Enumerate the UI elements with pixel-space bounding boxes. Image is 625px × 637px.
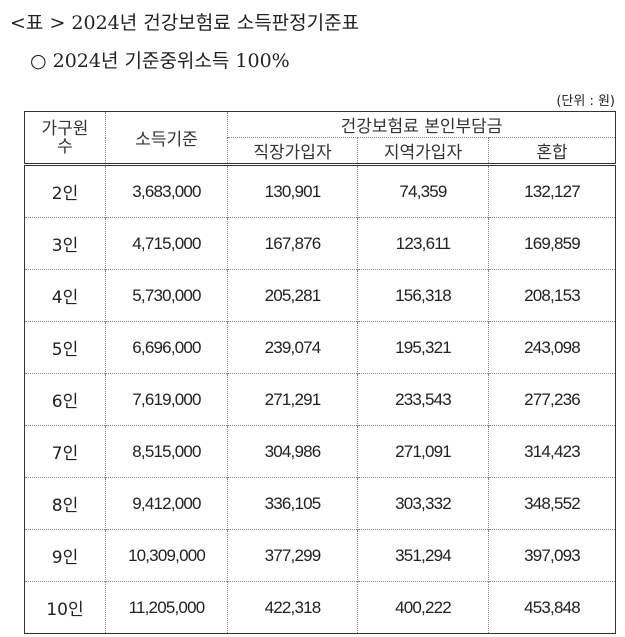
document-title: <표 > 2024년 건강보험료 소득판정기준표 xyxy=(10,12,360,34)
table-row: 9인 10,309,000 377,299 351,294 397,093 xyxy=(24,529,616,582)
regional-cell: 156,318 xyxy=(357,269,489,322)
table-row: 7인 8,515,000 304,986 271,091 314,423 xyxy=(24,425,616,478)
household-size-cell: 10인 xyxy=(24,581,106,634)
table-row: 8인 9,412,000 336,105 303,332 348,552 xyxy=(24,477,616,530)
regional-cell: 351,294 xyxy=(357,529,489,582)
regional-cell: 271,091 xyxy=(357,425,489,478)
regional-cell: 195,321 xyxy=(357,321,489,374)
household-size-cell: 8인 xyxy=(24,477,106,530)
mixed-cell: 277,236 xyxy=(487,373,616,426)
employee-cell: 271,291 xyxy=(227,373,358,426)
household-size-cell: 5인 xyxy=(24,321,106,374)
regional-cell: 123,611 xyxy=(357,217,489,270)
employee-cell: 167,876 xyxy=(227,217,358,270)
table-row: 4인 5,730,000 205,281 156,318 208,153 xyxy=(24,269,616,322)
income-cell: 6,696,000 xyxy=(105,321,228,374)
unit-label: (단위 : 원) xyxy=(556,94,615,109)
household-size-cell: 6인 xyxy=(24,373,106,426)
mixed-cell: 453,848 xyxy=(487,581,616,634)
mixed-cell: 132,127 xyxy=(487,164,616,218)
regional-cell: 303,332 xyxy=(357,477,489,530)
mixed-cell: 208,153 xyxy=(487,269,616,322)
income-cell: 3,683,000 xyxy=(105,164,228,218)
employee-cell: 130,901 xyxy=(227,164,358,218)
employee-cell: 205,281 xyxy=(227,269,358,322)
subtitle: ○ 2024년 기준중위소득 100% xyxy=(30,50,290,72)
header-regional: 지역가입자 xyxy=(357,137,489,166)
mixed-cell: 243,098 xyxy=(487,321,616,374)
income-cell: 4,715,000 xyxy=(105,217,228,270)
mixed-cell: 397,093 xyxy=(487,529,616,582)
table-row: 5인 6,696,000 239,074 195,321 243,098 xyxy=(24,321,616,374)
table-row: 3인 4,715,000 167,876 123,611 169,859 xyxy=(24,217,616,270)
mixed-cell: 314,423 xyxy=(487,425,616,478)
regional-cell: 400,222 xyxy=(357,581,489,634)
household-size-cell: 3인 xyxy=(24,217,106,270)
employee-cell: 422,318 xyxy=(227,581,358,634)
household-size-cell: 4인 xyxy=(24,269,106,322)
header-mixed: 혼합 xyxy=(487,137,616,166)
income-criteria-table: 가구원 수 소득기준 건강보험료 본인부담금 직장가입자 지역가입자 혼합 2인… xyxy=(24,111,617,634)
header-income-criteria: 소득기준 xyxy=(105,111,228,166)
employee-cell: 239,074 xyxy=(227,321,358,374)
income-cell: 8,515,000 xyxy=(105,425,228,478)
mixed-cell: 169,859 xyxy=(487,217,616,270)
header-premium-group: 건강보험료 본인부담금 xyxy=(226,111,616,138)
table-body: 2인 3,683,000 130,901 74,359 132,127 3인 4,715,0… xyxy=(24,164,616,634)
header-household-size: 가구원 수 xyxy=(24,111,106,166)
regional-cell: 233,543 xyxy=(357,373,489,426)
mixed-cell: 348,552 xyxy=(487,477,616,530)
employee-cell: 377,299 xyxy=(227,529,358,582)
household-size-cell: 7인 xyxy=(24,425,106,478)
income-cell: 7,619,000 xyxy=(105,373,228,426)
income-cell: 9,412,000 xyxy=(105,477,228,530)
employee-cell: 304,986 xyxy=(227,425,358,478)
table-row: 10인 11,205,000 422,318 400,222 453,848 xyxy=(24,581,616,634)
table-row: 6인 7,619,000 271,291 233,543 277,236 xyxy=(24,373,616,426)
table-row: 2인 3,683,000 130,901 74,359 132,127 xyxy=(24,164,616,218)
household-size-cell: 9인 xyxy=(24,529,106,582)
regional-cell: 74,359 xyxy=(357,164,489,218)
employee-cell: 336,105 xyxy=(227,477,358,530)
income-cell: 11,205,000 xyxy=(105,581,228,634)
income-cell: 5,730,000 xyxy=(105,269,228,322)
header-employee: 직장가입자 xyxy=(227,137,358,166)
income-cell: 10,309,000 xyxy=(105,529,228,582)
household-size-cell: 2인 xyxy=(24,164,106,218)
